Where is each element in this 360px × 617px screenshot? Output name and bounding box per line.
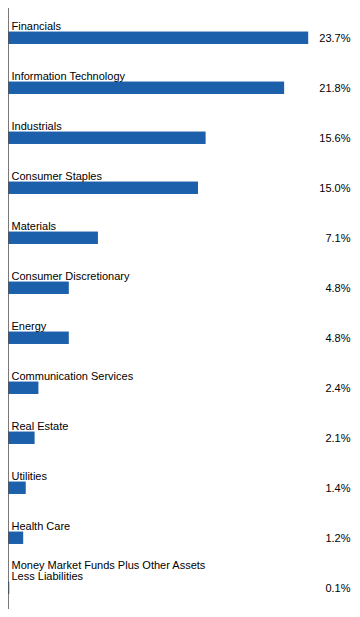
svg-text:4.8%: 4.8% xyxy=(325,332,350,344)
svg-text:1.2%: 1.2% xyxy=(325,532,350,544)
svg-text:Information Technology: Information Technology xyxy=(12,70,126,82)
svg-text:7.1%: 7.1% xyxy=(325,232,350,244)
svg-text:Financials: Financials xyxy=(12,20,62,32)
svg-text:0.1%: 0.1% xyxy=(325,582,350,594)
svg-text:Health Care: Health Care xyxy=(12,520,71,532)
svg-text:1.4%: 1.4% xyxy=(325,482,350,494)
svg-text:15.0%: 15.0% xyxy=(319,182,350,194)
svg-text:2.1%: 2.1% xyxy=(325,432,350,444)
svg-text:4.8%: 4.8% xyxy=(325,282,350,294)
svg-text:21.8%: 21.8% xyxy=(319,82,350,94)
svg-text:2.4%: 2.4% xyxy=(325,382,350,394)
svg-text:Energy: Energy xyxy=(12,320,47,332)
svg-text:Materials: Materials xyxy=(12,220,57,232)
svg-text:Real Estate: Real Estate xyxy=(12,420,69,432)
svg-text:Money Market Funds Plus Other: Money Market Funds Plus Other AssetsLess… xyxy=(12,559,206,582)
svg-text:Industrials: Industrials xyxy=(12,120,63,132)
svg-text:Utilities: Utilities xyxy=(12,470,48,482)
svg-text:Communication Services: Communication Services xyxy=(12,370,134,382)
svg-text:Consumer Discretionary: Consumer Discretionary xyxy=(12,270,130,282)
svg-text:Consumer Staples: Consumer Staples xyxy=(12,170,103,182)
svg-text:15.6%: 15.6% xyxy=(319,132,350,144)
svg-text:23.7%: 23.7% xyxy=(319,32,350,44)
